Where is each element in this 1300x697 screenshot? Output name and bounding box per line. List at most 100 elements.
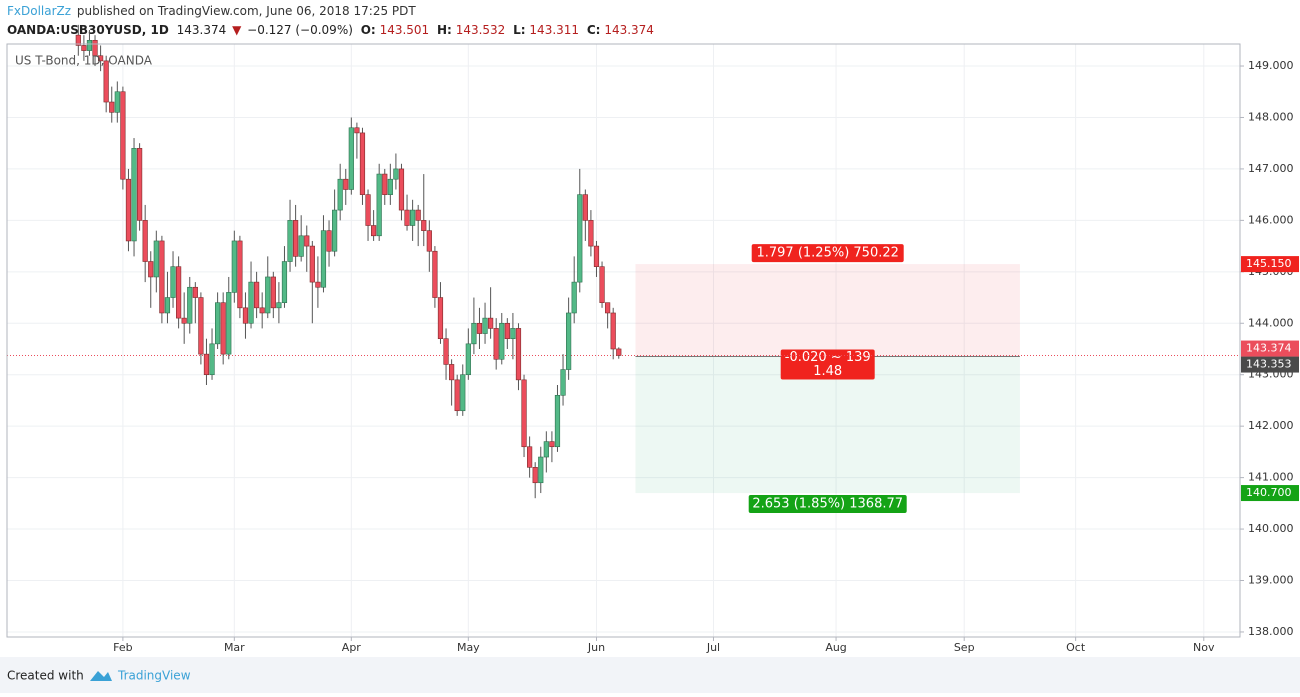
candle-body	[443, 338, 449, 365]
target-price-label: 140.700	[1246, 486, 1292, 499]
x-tick-label: Apr	[342, 641, 362, 654]
candle-body	[471, 322, 477, 345]
candle-body	[404, 209, 410, 226]
arrow: ▼	[232, 23, 242, 37]
candle-body	[315, 281, 321, 288]
candle-body	[343, 178, 349, 190]
candle-body	[242, 307, 249, 324]
h-value: 143.532	[456, 23, 506, 37]
candle-body	[176, 266, 182, 319]
x-tick-label: Jun	[587, 641, 605, 654]
candle-body	[510, 328, 516, 339]
candle-body	[103, 60, 109, 103]
candle-body	[248, 281, 254, 324]
c-label: C:	[587, 23, 601, 37]
footer-brand[interactable]: TradingView	[117, 669, 191, 683]
candle-body	[125, 178, 132, 242]
candle-body	[192, 286, 198, 298]
header-line: FxDollarZz published on TradingView.com,…	[7, 4, 416, 18]
candle-body	[393, 168, 399, 180]
candle-body	[577, 194, 583, 283]
x-tick-label: Nov	[1193, 641, 1215, 654]
entry-price-label-bg	[1241, 356, 1299, 373]
candle-body	[276, 302, 282, 309]
candle-body	[203, 353, 210, 376]
candle-body	[120, 91, 126, 180]
entry-text: -0.020 ~ 139	[785, 350, 871, 365]
candle-body	[153, 240, 159, 278]
candle-body	[554, 394, 561, 448]
candle-body	[566, 312, 572, 370]
footer-bg	[0, 657, 1300, 693]
change: −0.127 (−0.09%)	[247, 23, 353, 37]
candle-body	[81, 45, 87, 51]
ratio-text: 1.48	[813, 364, 842, 379]
stop-text: 1.797 (1.25%) 750.22	[756, 246, 898, 261]
author[interactable]: FxDollarZz	[7, 4, 71, 18]
candle-body	[131, 148, 137, 242]
candle-body	[287, 220, 293, 262]
candle-body	[593, 245, 600, 267]
candle-body	[326, 230, 332, 252]
candle-body	[387, 178, 393, 195]
candle-body	[599, 266, 605, 303]
y-tick-label: 139.000	[1248, 574, 1294, 587]
candle-body	[543, 441, 549, 458]
candle-body	[354, 127, 360, 134]
stop-price-label-bg	[1241, 256, 1299, 273]
candle-body	[371, 225, 377, 237]
candle-body	[159, 240, 165, 314]
candle-body	[220, 302, 226, 355]
published: published on TradingView.com, June 06, 2…	[77, 4, 416, 18]
candle-body	[610, 312, 616, 350]
entry-text-box	[780, 349, 875, 380]
o-label: O:	[361, 23, 376, 37]
candle-body	[476, 322, 483, 334]
x-tick-label: May	[457, 641, 480, 654]
candle-body	[493, 328, 499, 360]
x-tick-label: Aug	[825, 641, 846, 654]
candle-body	[320, 230, 327, 288]
l-value: 143.311	[529, 23, 579, 37]
candle-body	[231, 240, 237, 293]
stop-zone	[635, 264, 1020, 357]
candle-body	[86, 39, 93, 51]
candle-body	[293, 220, 299, 257]
candle-body	[309, 245, 315, 283]
candle-body	[270, 276, 276, 309]
candle-body	[226, 292, 232, 355]
candle-body	[432, 250, 438, 298]
x-tick-label: Feb	[113, 641, 132, 654]
symbol-line: OANDA:USB30YUSD, 1D 143.374 ▼ −0.127 (−0…	[7, 23, 654, 37]
candle-body	[560, 369, 566, 396]
candle-body	[187, 286, 193, 324]
candle-body	[616, 348, 622, 356]
candle-body	[538, 456, 544, 484]
h-label: H:	[437, 23, 452, 37]
candle-body	[337, 178, 343, 211]
candle-body	[109, 101, 115, 113]
candle-body	[281, 261, 288, 303]
candle-body	[114, 91, 120, 113]
symbol: OANDA:USB30YUSD, 1D	[7, 23, 169, 37]
candle-body	[359, 132, 366, 195]
candle-body	[254, 281, 260, 309]
candle-body	[482, 317, 488, 334]
entry-price-label: 143.353	[1246, 358, 1292, 371]
candle-body	[410, 209, 416, 226]
candle-body	[465, 343, 471, 376]
y-tick-label: 141.000	[1248, 471, 1294, 484]
candle-body	[449, 364, 455, 381]
x-tick-label: Jul	[706, 641, 720, 654]
candle-body	[332, 209, 338, 252]
candle-body	[437, 297, 444, 339]
stop-price-label: 145.150	[1246, 257, 1292, 270]
candle-body	[549, 441, 555, 448]
y-tick-label: 149.000	[1248, 59, 1294, 72]
target-text-box	[748, 495, 907, 514]
y-tick-label: 147.000	[1248, 162, 1294, 175]
y-tick-label: 148.000	[1248, 110, 1294, 123]
